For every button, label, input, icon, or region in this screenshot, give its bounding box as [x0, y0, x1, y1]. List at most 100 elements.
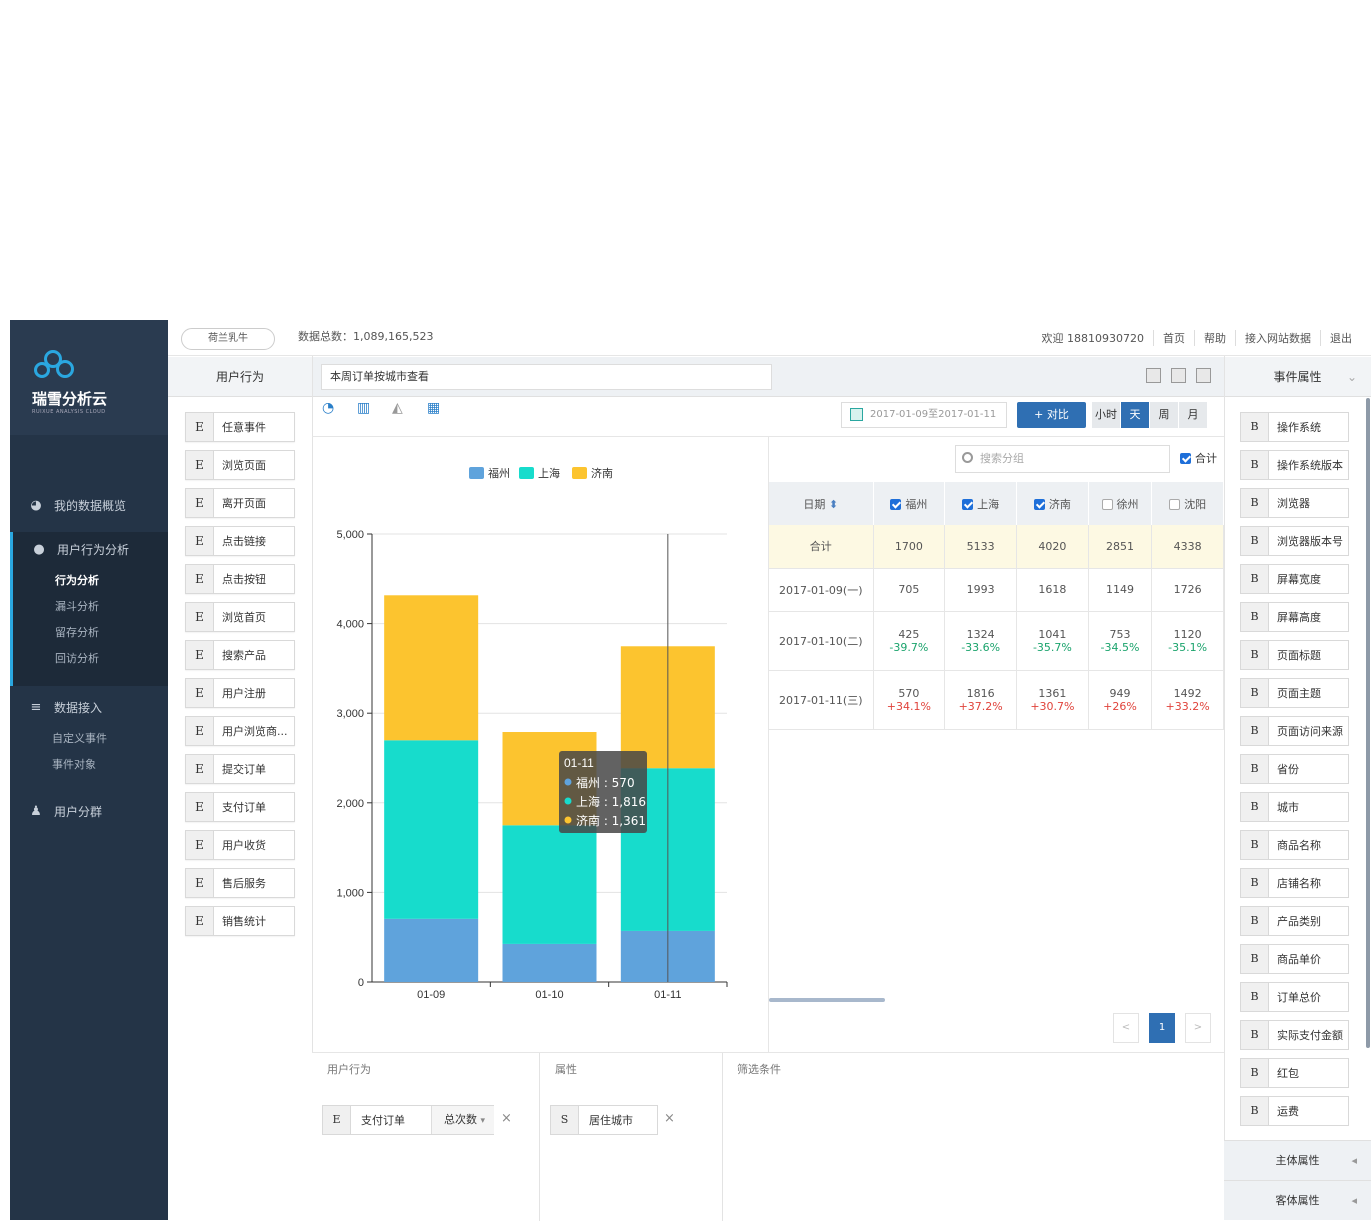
event-item[interactable]: E 离开页面 [185, 488, 295, 518]
next-page-button[interactable]: > [1185, 1013, 1211, 1043]
pie-chart-icon[interactable]: ◔ [322, 400, 335, 416]
subject-attrs-tab[interactable]: 主体属性 ◂ [1224, 1140, 1371, 1180]
property-item[interactable]: B 商品单价 [1240, 944, 1349, 974]
nav-sub-retention[interactable]: 留存分析 [55, 626, 99, 639]
link-logout[interactable]: 退出 [1320, 330, 1361, 346]
sum-checkbox[interactable]: 合计 [1180, 450, 1217, 466]
event-item[interactable]: E 销售统计 [185, 906, 295, 936]
link-connect[interactable]: 接入网站数据 [1235, 330, 1320, 346]
event-item[interactable]: E 用户收货 [185, 830, 295, 860]
property-item[interactable]: B 商品名称 [1240, 830, 1349, 860]
property-item[interactable]: B 屏幕高度 [1240, 602, 1349, 632]
event-tag: E [186, 907, 214, 935]
event-item[interactable]: E 支付订单 [185, 792, 295, 822]
event-item[interactable]: E 用户浏览商... [185, 716, 295, 746]
caret-down-icon: ▾ [480, 1116, 486, 1126]
table-header-city[interactable]: 徐州 [1088, 482, 1153, 525]
y-tick-label: 0 [358, 977, 364, 989]
header-label: 日期 [803, 497, 826, 511]
export-icon[interactable] [1196, 368, 1211, 383]
nav-overview[interactable]: ◕ 我的数据概览 [10, 488, 168, 524]
nav-sub-event-object[interactable]: 事件对象 [52, 758, 96, 771]
event-item[interactable]: E 售后服务 [185, 868, 295, 898]
property-item[interactable]: B 产品类别 [1240, 906, 1349, 936]
property-item[interactable]: B 省份 [1240, 754, 1349, 784]
date-range-picker[interactable]: 2017-01-09至2017-01-11 [841, 402, 1007, 428]
list-icon[interactable] [1171, 368, 1186, 383]
welcome-text: 欢迎 18810930720 [1041, 332, 1144, 345]
granularity-week[interactable]: 周 [1150, 402, 1179, 428]
vertical-scrollbar[interactable] [1366, 398, 1370, 1048]
report-title-input[interactable]: 本周订单按城市查看 [321, 364, 772, 390]
property-item[interactable]: B 操作系统版本 [1240, 450, 1349, 480]
object-attrs-tab[interactable]: 客体属性 ◂ [1224, 1180, 1371, 1220]
nav-segments[interactable]: ♟ 用户分群 [10, 794, 168, 830]
save-icon[interactable] [1146, 368, 1161, 383]
property-item[interactable]: B 实际支付金额 [1240, 1020, 1349, 1050]
granularity-hour[interactable]: 小时 [1092, 402, 1121, 428]
metric-select[interactable]: 总次数 ▾ [431, 1106, 494, 1134]
nav-sub-custom-event[interactable]: 自定义事件 [52, 732, 107, 745]
close-icon[interactable]: × [664, 1111, 675, 1126]
nav-sub-behavior-analysis[interactable]: 行为分析 [55, 574, 99, 587]
granularity-month[interactable]: 月 [1179, 402, 1208, 428]
nav-sub-funnel[interactable]: 漏斗分析 [55, 600, 99, 613]
header-label: 福州 [905, 497, 928, 511]
cell-change: +34.1% [886, 699, 931, 713]
nav-data-head[interactable]: ≡ 数据接入 [10, 690, 168, 726]
property-item[interactable]: B 浏览器 [1240, 488, 1349, 518]
event-item[interactable]: E 浏览页面 [185, 450, 295, 480]
table-header-city[interactable]: 福州 [873, 482, 946, 525]
granularity-day[interactable]: 天 [1121, 402, 1150, 428]
table-header-city[interactable]: 济南 [1016, 482, 1089, 525]
compare-button[interactable]: + 对比 [1017, 402, 1086, 428]
prev-page-button[interactable]: < [1113, 1013, 1139, 1043]
property-item[interactable]: B 页面主题 [1240, 678, 1349, 708]
property-item[interactable]: B 页面标题 [1240, 640, 1349, 670]
event-item[interactable]: E 点击按钮 [185, 564, 295, 594]
property-item[interactable]: B 操作系统 [1240, 412, 1349, 442]
search-group-input[interactable]: 搜索分组 [955, 445, 1170, 473]
property-item[interactable]: B 红包 [1240, 1058, 1349, 1088]
link-help[interactable]: 帮助 [1194, 330, 1235, 346]
right-header[interactable]: 事件属性 ⌄ [1224, 357, 1371, 397]
event-item[interactable]: E 提交订单 [185, 754, 295, 784]
property-label: 操作系统 [1277, 421, 1321, 434]
cell-change: -35.1% [1168, 640, 1208, 654]
area-chart-icon[interactable]: ◭ [392, 400, 403, 416]
table-cell: 1149 [1088, 568, 1153, 612]
behavior-chip[interactable]: E 支付订单 总次数 ▾ [322, 1105, 494, 1135]
table-header-date[interactable]: 日期 ⬍ [769, 482, 874, 525]
property-item[interactable]: B 订单总价 [1240, 982, 1349, 1012]
horizontal-scrollbar[interactable] [769, 998, 885, 1002]
property-item[interactable]: B 店铺名称 [1240, 868, 1349, 898]
event-item[interactable]: E 用户注册 [185, 678, 295, 708]
property-item[interactable]: B 城市 [1240, 792, 1349, 822]
link-home[interactable]: 首页 [1153, 330, 1194, 346]
table-cell: 1700 [873, 525, 946, 569]
nav-data: ≡ 数据接入 自定义事件 事件对象 [10, 690, 168, 778]
attr-chip[interactable]: S 居住城市 [550, 1105, 658, 1135]
bar-chart-icon[interactable]: ▥ [357, 400, 371, 416]
nav-sub-revisit[interactable]: 回访分析 [55, 652, 99, 665]
event-item[interactable]: E 点击链接 [185, 526, 295, 556]
project-selector[interactable]: 荷兰乳牛 [181, 328, 275, 350]
property-tag: B [1241, 451, 1269, 479]
property-tag: B [1241, 793, 1269, 821]
property-item[interactable]: B 浏览器版本号 [1240, 526, 1349, 556]
event-item[interactable]: E 任意事件 [185, 412, 295, 442]
property-item[interactable]: B 屏幕宽度 [1240, 564, 1349, 594]
table-header-city[interactable]: 沈阳 [1151, 482, 1224, 525]
table-header-row: 日期 ⬍ 福州 上海 济南 徐州 沈阳 [769, 482, 1224, 525]
property-item[interactable]: B 运费 [1240, 1096, 1349, 1126]
event-item[interactable]: E 搜索产品 [185, 640, 295, 670]
property-item[interactable]: B 页面访问来源 [1240, 716, 1349, 746]
nav-behavior-head[interactable]: ● 用户行为分析 [13, 532, 168, 568]
page-1-button[interactable]: 1 [1149, 1013, 1175, 1043]
table-header-city[interactable]: 上海 [944, 482, 1018, 525]
table-icon[interactable]: ▦ [427, 400, 441, 416]
property-label: 订单总价 [1277, 991, 1321, 1004]
checkbox-icon [890, 499, 902, 510]
close-icon[interactable]: × [501, 1111, 512, 1126]
event-item[interactable]: E 浏览首页 [185, 602, 295, 632]
